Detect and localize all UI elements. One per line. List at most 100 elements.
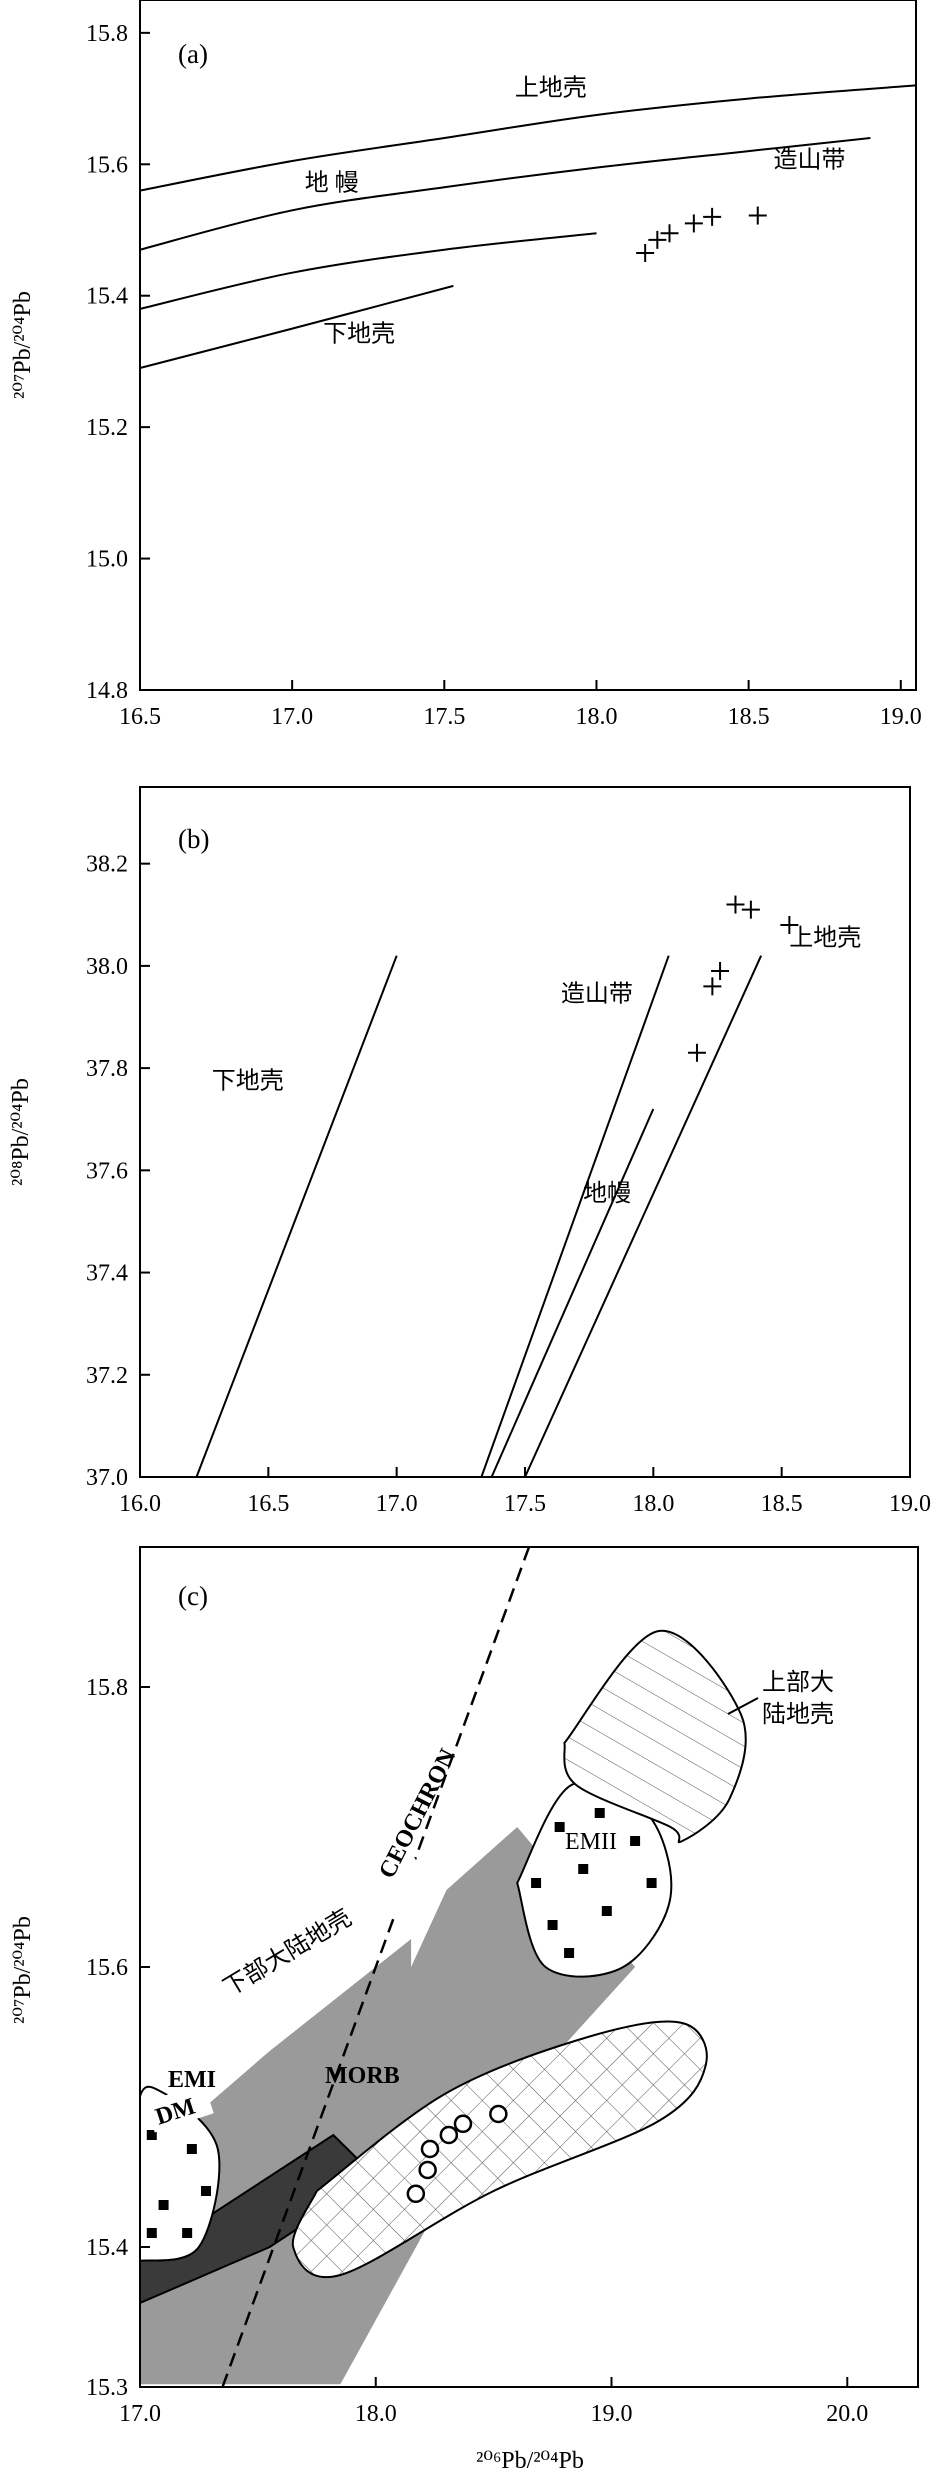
c-field-2 [291, 2020, 708, 2278]
a-curve-3 [139, 284, 454, 369]
c-dm-label-bg [144, 2082, 214, 2133]
b-y-tick-label-5: 38.0 [86, 954, 128, 980]
a-y-tick-label-5: 15.8 [86, 21, 128, 47]
b-x-tick-label-4: 18.0 [632, 1491, 674, 1517]
panel-a-label: (a) [178, 39, 208, 69]
c-emi-dot-5 [146, 2228, 157, 2238]
c-point-5 [489, 2104, 508, 2124]
c-morb-label: MORB [325, 2063, 400, 2089]
b-point-2 [780, 916, 799, 934]
panel-a-ylabel: ²⁰⁷Pb/²⁰⁴Pb [10, 291, 36, 399]
panel-a-frame [139, 0, 917, 691]
c-y-tick-label-0: 15.3 [86, 2375, 128, 2401]
b-point-4 [703, 977, 722, 996]
c-emii-dot-3 [531, 1878, 542, 1888]
b-curve-0 [195, 955, 398, 1478]
c-lcc-label: 下部大陆地壳 [219, 1904, 356, 2001]
a-point-0 [636, 244, 655, 262]
a-y-tick-label-1: 15.0 [86, 547, 128, 573]
panel-b: 16.0 16.5 17.0 17.5 18.0 18.5 19.0 37.0 37.2 37.4… [8, 786, 931, 1517]
b-point-0 [726, 895, 745, 914]
c-point-3 [439, 2125, 459, 2145]
panel-c-axes: 17.0 18.0 19.0 20.0 15.3 15.4 15.6 15.8 [86, 1675, 868, 2427]
a-y-tick-label-4: 15.6 [86, 152, 128, 178]
a-x-tick-label-1: 17.0 [271, 704, 313, 730]
c-y-tick-label-1: 15.4 [86, 2235, 128, 2261]
c-dm-label-group: DM [144, 2082, 214, 2133]
b-point-5 [687, 1043, 706, 1062]
a-x-tick-label-3: 18.0 [575, 704, 617, 730]
c-emii-dot-2 [630, 1836, 641, 1846]
c-emii-dot-0 [554, 1822, 565, 1832]
c-ucc-label-0: 上部大 [762, 1669, 834, 1696]
a-y-tick-label-3: 15.4 [86, 284, 128, 310]
panel-b-points [687, 895, 799, 1062]
b-y-tick-label-0: 37.0 [86, 1465, 128, 1491]
b-y-tick-label-1: 37.2 [86, 1363, 128, 1389]
c-emii-dot-7 [601, 1906, 612, 1916]
c-field-5 [563, 1629, 747, 1844]
c-point-0 [406, 2184, 426, 2204]
b-y-tick-label-6: 38.2 [86, 852, 128, 878]
a-y-tick-label-2: 15.2 [86, 415, 128, 441]
panel-a: 16.5 17.0 17.5 18.0 18.5 19.0 14.8 15.0 15.2 15.4… [10, 0, 922, 730]
a-point-1 [648, 230, 667, 249]
b-x-tick-label-0: 16.0 [119, 1491, 161, 1517]
a-curve-label-3: 下地壳 [323, 321, 395, 348]
c-emi-dot-1 [186, 2144, 197, 2154]
c-x-tick-label-3: 20.0 [826, 2401, 868, 2427]
c-emii-dot-8 [564, 1948, 575, 1958]
b-point-1 [741, 900, 760, 919]
c-field-1 [140, 2133, 378, 2305]
a-x-tick-label-5: 19.0 [880, 704, 922, 730]
a-x-tick-label-0: 16.5 [119, 704, 161, 730]
a-point-5 [748, 206, 767, 225]
c-x-tick-label-2: 19.0 [591, 2401, 633, 2427]
a-point-3 [684, 214, 703, 233]
c-emi-dot-3 [201, 2186, 212, 2196]
c-lcc-label-bg [195, 1850, 434, 2019]
panel-a-points [636, 206, 767, 262]
b-curve-2 [490, 1108, 655, 1478]
a-point-2 [660, 224, 679, 243]
c-emi-dot-4 [182, 2228, 193, 2238]
c-emi-label: EMI [168, 2067, 216, 2093]
panel-c-label: (c) [178, 1581, 208, 1611]
b-y-tick-label-3: 37.6 [86, 1158, 128, 1184]
panel-c-ylabel: ²⁰⁷Pb/²⁰⁴Pb [10, 1916, 36, 2024]
panel-c-points [406, 2104, 508, 2204]
c-emi-dot-0 [146, 2130, 157, 2140]
a-curve-label-1: 地 幔 [305, 170, 359, 197]
c-ucc-leader [727, 1697, 759, 1715]
a-curve-0 [139, 84, 917, 192]
b-curve-1 [480, 955, 670, 1478]
panel-a-axes: 16.5 17.0 17.5 18.0 18.5 19.0 14.8 15.0 15.2 15.4… [86, 21, 922, 730]
b-curve-label-0: 下地壳 [212, 1068, 284, 1095]
b-curve-label-1: 造山带 [561, 981, 633, 1008]
a-y-tick-label-0: 14.8 [86, 678, 128, 704]
c-y-tick-label-3: 15.8 [86, 1675, 128, 1701]
a-curve-1 [139, 137, 871, 251]
a-curve-2 [139, 232, 597, 310]
b-x-tick-label-5: 18.5 [761, 1491, 803, 1517]
b-y-tick-label-2: 37.4 [86, 1261, 128, 1287]
b-curve-label-2: 上地壳 [789, 924, 861, 951]
c-emii-dot-5 [646, 1878, 657, 1888]
c-geochron-label: CEOCHRON [374, 1744, 462, 1882]
c-y-tick-label-2: 15.6 [86, 1955, 128, 1981]
a-x-tick-label-2: 17.5 [423, 704, 465, 730]
b-y-tick-label-4: 37.8 [86, 1056, 128, 1082]
c-point-4 [453, 2114, 473, 2134]
b-x-tick-label-1: 16.5 [247, 1491, 289, 1517]
b-x-tick-label-2: 17.0 [376, 1491, 418, 1517]
c-emi-dot-2 [158, 2200, 169, 2210]
b-point-3 [711, 962, 730, 980]
c-emii-label: EMII [565, 1829, 617, 1855]
c-emii-dot-1 [594, 1808, 605, 1818]
